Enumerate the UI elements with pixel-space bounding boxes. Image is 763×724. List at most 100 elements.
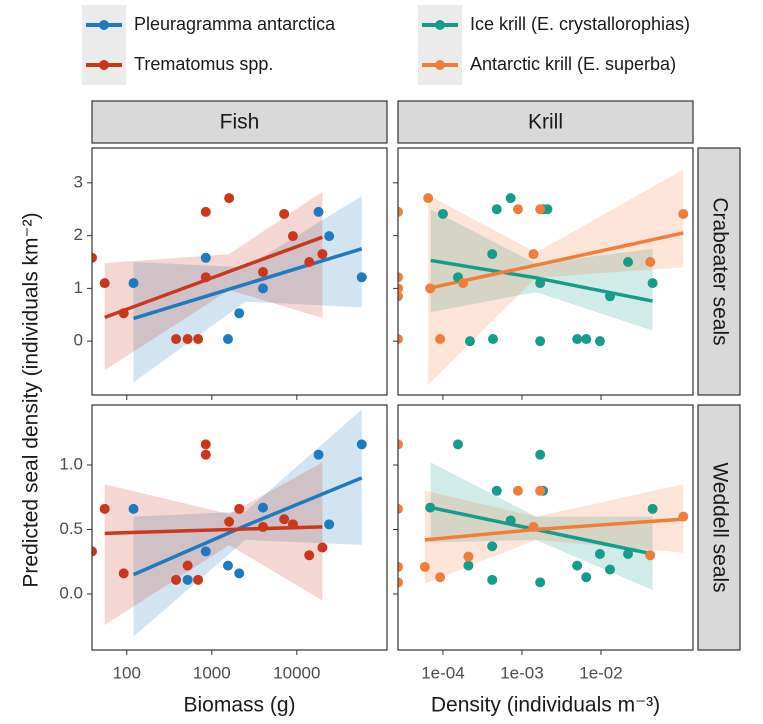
y-tick-label: 1.0 <box>59 454 83 473</box>
point <box>398 291 403 302</box>
panel-border <box>397 404 694 651</box>
point <box>118 568 129 579</box>
point <box>398 503 403 514</box>
point <box>487 249 498 260</box>
x-tick-label: 100 <box>113 663 141 682</box>
point <box>572 334 583 345</box>
point <box>623 549 634 560</box>
panel-bg <box>398 148 693 395</box>
panel <box>92 191 367 383</box>
point <box>528 521 539 532</box>
point <box>398 272 403 283</box>
legend-key-point <box>435 60 445 70</box>
point <box>604 291 615 302</box>
point <box>398 283 403 294</box>
point <box>535 204 546 215</box>
point <box>200 272 211 283</box>
point <box>234 308 245 319</box>
point <box>279 208 290 219</box>
point <box>535 485 546 496</box>
point <box>594 549 605 560</box>
point <box>304 257 315 267</box>
point <box>604 564 615 575</box>
point <box>313 206 324 217</box>
facet-strip-label: Fish <box>220 111 260 134</box>
point <box>463 551 474 562</box>
fit-line <box>132 476 363 577</box>
point <box>528 249 539 260</box>
point <box>512 485 523 496</box>
point <box>645 257 656 267</box>
point <box>193 334 204 345</box>
confidence-band <box>428 169 684 385</box>
point <box>200 439 211 450</box>
point <box>458 278 469 289</box>
point <box>398 334 403 345</box>
y-tick-label: 1 <box>74 278 83 297</box>
confidence-band <box>430 462 653 591</box>
confidence-band <box>104 462 323 625</box>
point <box>487 334 498 345</box>
point <box>423 193 434 204</box>
legend-key-point <box>99 20 109 30</box>
facet-strip <box>397 100 694 144</box>
fit-line <box>132 247 363 321</box>
point <box>257 502 268 513</box>
point <box>324 519 335 530</box>
point <box>594 336 605 347</box>
point <box>487 574 498 585</box>
point <box>224 193 235 204</box>
point <box>317 249 328 260</box>
panel-border <box>91 147 388 396</box>
point <box>99 278 110 289</box>
point <box>425 502 436 513</box>
y-tick-label: 0 <box>74 331 83 350</box>
facet-strip <box>91 100 388 144</box>
point <box>425 283 436 294</box>
facet-strip-label: Weddell seals <box>708 462 731 592</box>
point <box>542 204 553 215</box>
panel <box>398 439 689 591</box>
y-tick-label: 0.0 <box>59 583 83 602</box>
point <box>200 449 211 460</box>
point <box>678 208 689 219</box>
point <box>279 514 290 525</box>
point <box>222 560 233 571</box>
point <box>287 231 298 242</box>
legend-label: Ice krill (E. crystallorophias) <box>470 14 690 34</box>
point <box>200 206 211 217</box>
point <box>535 449 546 460</box>
point <box>398 561 403 572</box>
x-tick-label: 1e-02 <box>579 663 622 682</box>
point <box>535 336 546 347</box>
y-tick-label: 0.5 <box>59 519 83 538</box>
point <box>505 515 516 526</box>
y-axis-title: Predicted seal density (individuals km⁻²… <box>20 212 43 587</box>
point <box>182 560 193 571</box>
point <box>435 334 446 345</box>
panel <box>92 409 367 637</box>
point <box>224 516 235 527</box>
point <box>398 206 403 217</box>
point <box>464 336 475 347</box>
facet-strip <box>697 147 741 396</box>
point <box>623 257 634 267</box>
point <box>645 550 656 561</box>
x-axis-title: Density (individuals m⁻³) <box>431 694 660 717</box>
point <box>118 308 129 319</box>
legend-label: Pleuragramma antarctica <box>134 14 336 34</box>
confidence-band <box>430 209 653 331</box>
point <box>222 334 233 345</box>
y-tick-label: 3 <box>74 172 83 191</box>
point <box>356 272 367 283</box>
x-tick-label: 1e-03 <box>500 663 543 682</box>
facet-strip-label: Krill <box>528 111 563 134</box>
point <box>535 278 546 289</box>
point <box>463 560 474 571</box>
point <box>487 541 498 552</box>
x-axis-title: Biomass (g) <box>183 694 295 717</box>
y-tick-label: 2 <box>74 225 83 244</box>
point <box>193 574 204 585</box>
point <box>419 561 430 572</box>
point <box>92 546 97 557</box>
